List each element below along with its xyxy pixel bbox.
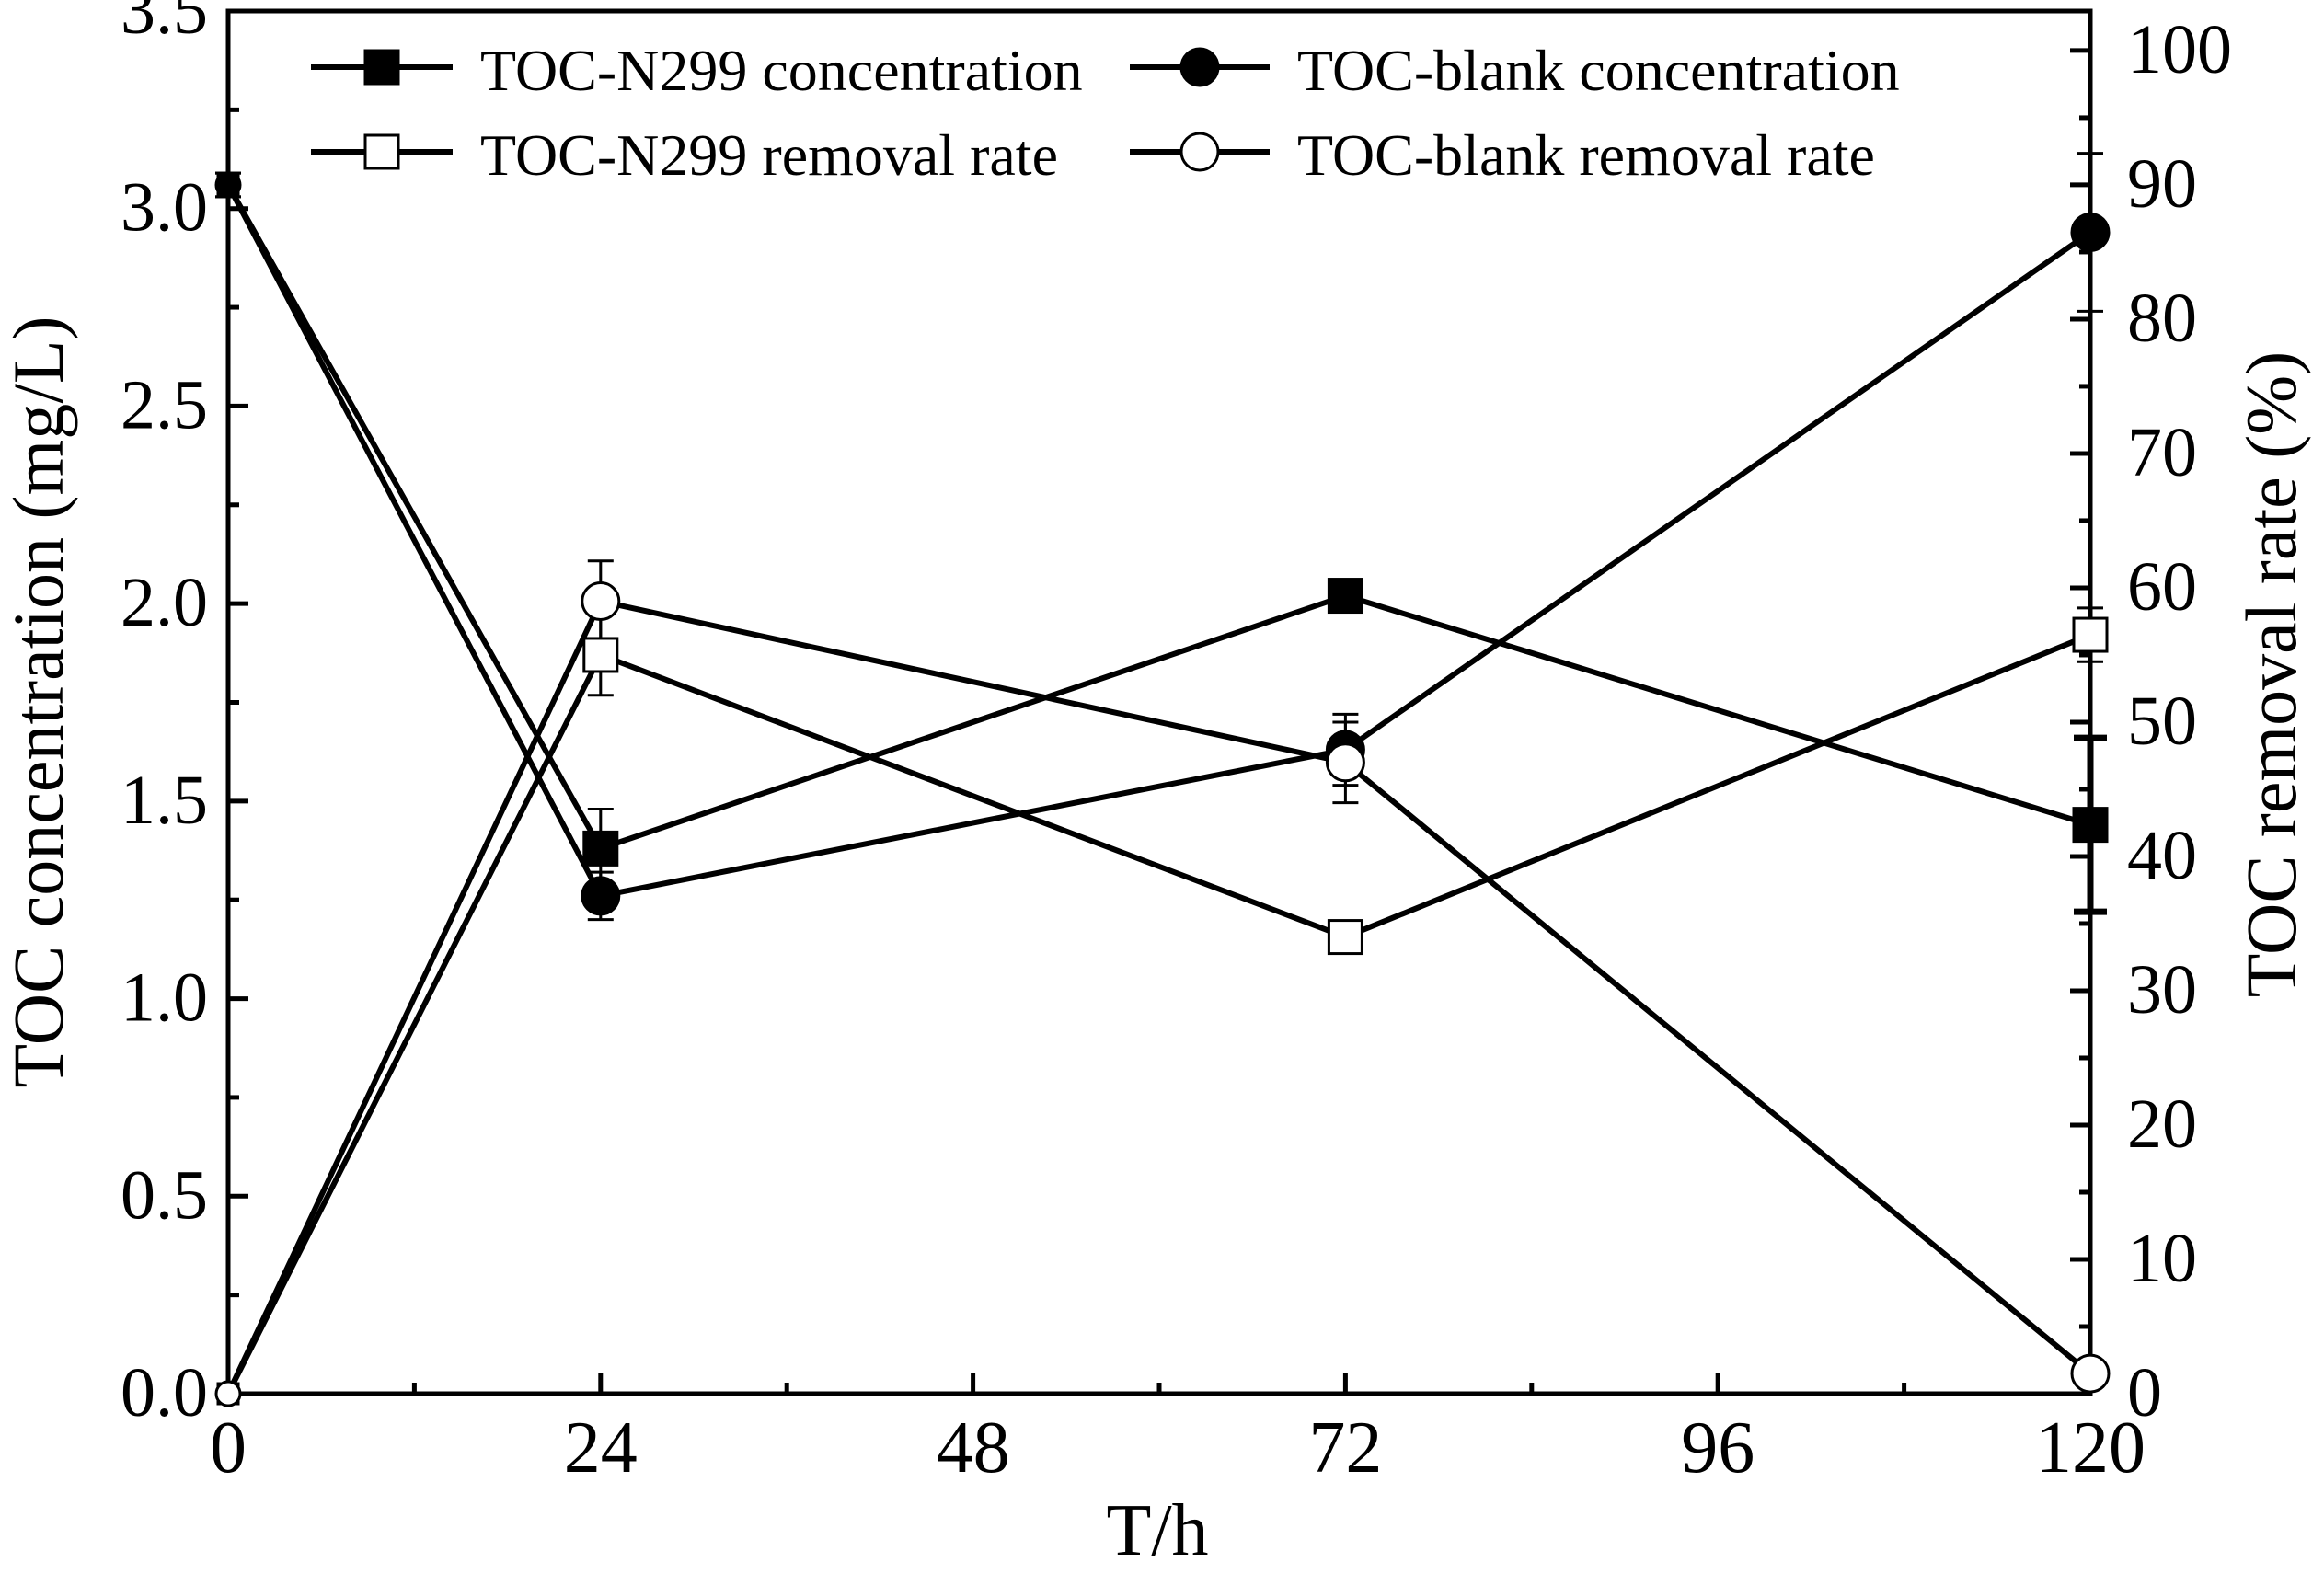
y-left-tick-label: 2.0 [121,564,208,641]
y-left-tick-label: 1.0 [121,959,208,1037]
y-right-tick-label: 80 [2127,280,2197,357]
data-point-toc-blank-removal-rate [581,581,621,622]
x-tick-label: 24 [564,1407,638,1488]
y-left-tick-label: 3.5 [121,0,208,49]
y-left-tick-label: 1.5 [121,762,208,839]
data-point-toc-n299-concentration [582,830,619,867]
data-point-toc-n299-concentration [1327,578,1363,615]
y-left-tick-label: 2.5 [121,366,208,443]
series-line-toc-blank-removal-rate [225,598,2092,1396]
y-right-tick-label: 20 [2127,1086,2197,1163]
data-point-toc-n299-removal-rate [1327,919,1363,956]
y-right-tick-label: 10 [2127,1220,2197,1297]
y-right-tick-label: 0 [2127,1354,2162,1431]
data-point-toc-blank-removal-rate [214,1380,242,1407]
y-right-tick-label: 40 [2127,817,2197,894]
data-point-toc-blank-removal-rate [2070,1353,2111,1394]
legend-marker [1179,132,1220,172]
y-left-tick-label: 0.0 [121,1354,208,1431]
data-point-toc-blank-concentration [2070,212,2111,252]
data-point-toc-blank-removal-rate [1325,742,1365,783]
series-line-toc-n299-removal-rate [225,632,2092,1396]
legend: TOC-N299 concentration TOC-blank concentr… [311,38,1900,188]
legend-label: TOC-N299 concentration [480,38,1083,103]
y-right-tick-label: 100 [2127,11,2232,88]
axis-ticks: 0 24 48 72 96 120 0.0 0.5 1.0 1.5 2.0 2.5 3.0 3.5 0 10 2… [121,0,2232,1488]
series-markers [214,171,2111,1407]
y-left-tick-label: 0.5 [121,1156,208,1234]
x-tick-label: 72 [1308,1407,1382,1488]
y-right-tick-label: 50 [2127,683,2197,760]
y-right-tick-label: 30 [2127,951,2197,1028]
data-point-toc-blank-concentration [581,876,621,916]
legend-label: TOC-blank concentration [1297,38,1900,103]
error-bars [215,152,2107,1389]
y-right-tick-label: 60 [2127,548,2197,626]
y-right-tick-label: 70 [2127,414,2197,491]
plot-frame [225,8,2093,1396]
x-axis-label: T/h [1106,1490,1208,1571]
x-tick-label: 48 [937,1407,1010,1488]
x-tick-label: 96 [1681,1407,1755,1488]
data-point-toc-blank-concentration [214,171,242,199]
legend-label: TOC-N299 removal rate [480,122,1058,188]
series-line-toc-blank-concentration [225,183,2092,899]
x-tick-label: 120 [2035,1407,2146,1488]
legend-label: TOC-blank removal rate [1297,122,1875,188]
series-lines [225,183,2092,1396]
series-line-toc-n299-concentration [225,183,2091,852]
legend-marker [363,49,400,86]
data-point-toc-n299-removal-rate [582,637,619,673]
y-axis-right-label: TOC removal rate (%) [2231,351,2311,997]
y-axis-left-label: TOC concentration (mg/L) [0,316,78,1088]
data-point-toc-n299-removal-rate [2072,616,2109,653]
x-tick-label: 0 [210,1407,247,1488]
y-left-tick-label: 3.0 [121,169,208,247]
y-right-tick-label: 90 [2127,145,2197,223]
legend-marker [363,133,400,170]
legend-marker [1179,47,1220,87]
data-point-toc-n299-concentration [2072,807,2109,844]
